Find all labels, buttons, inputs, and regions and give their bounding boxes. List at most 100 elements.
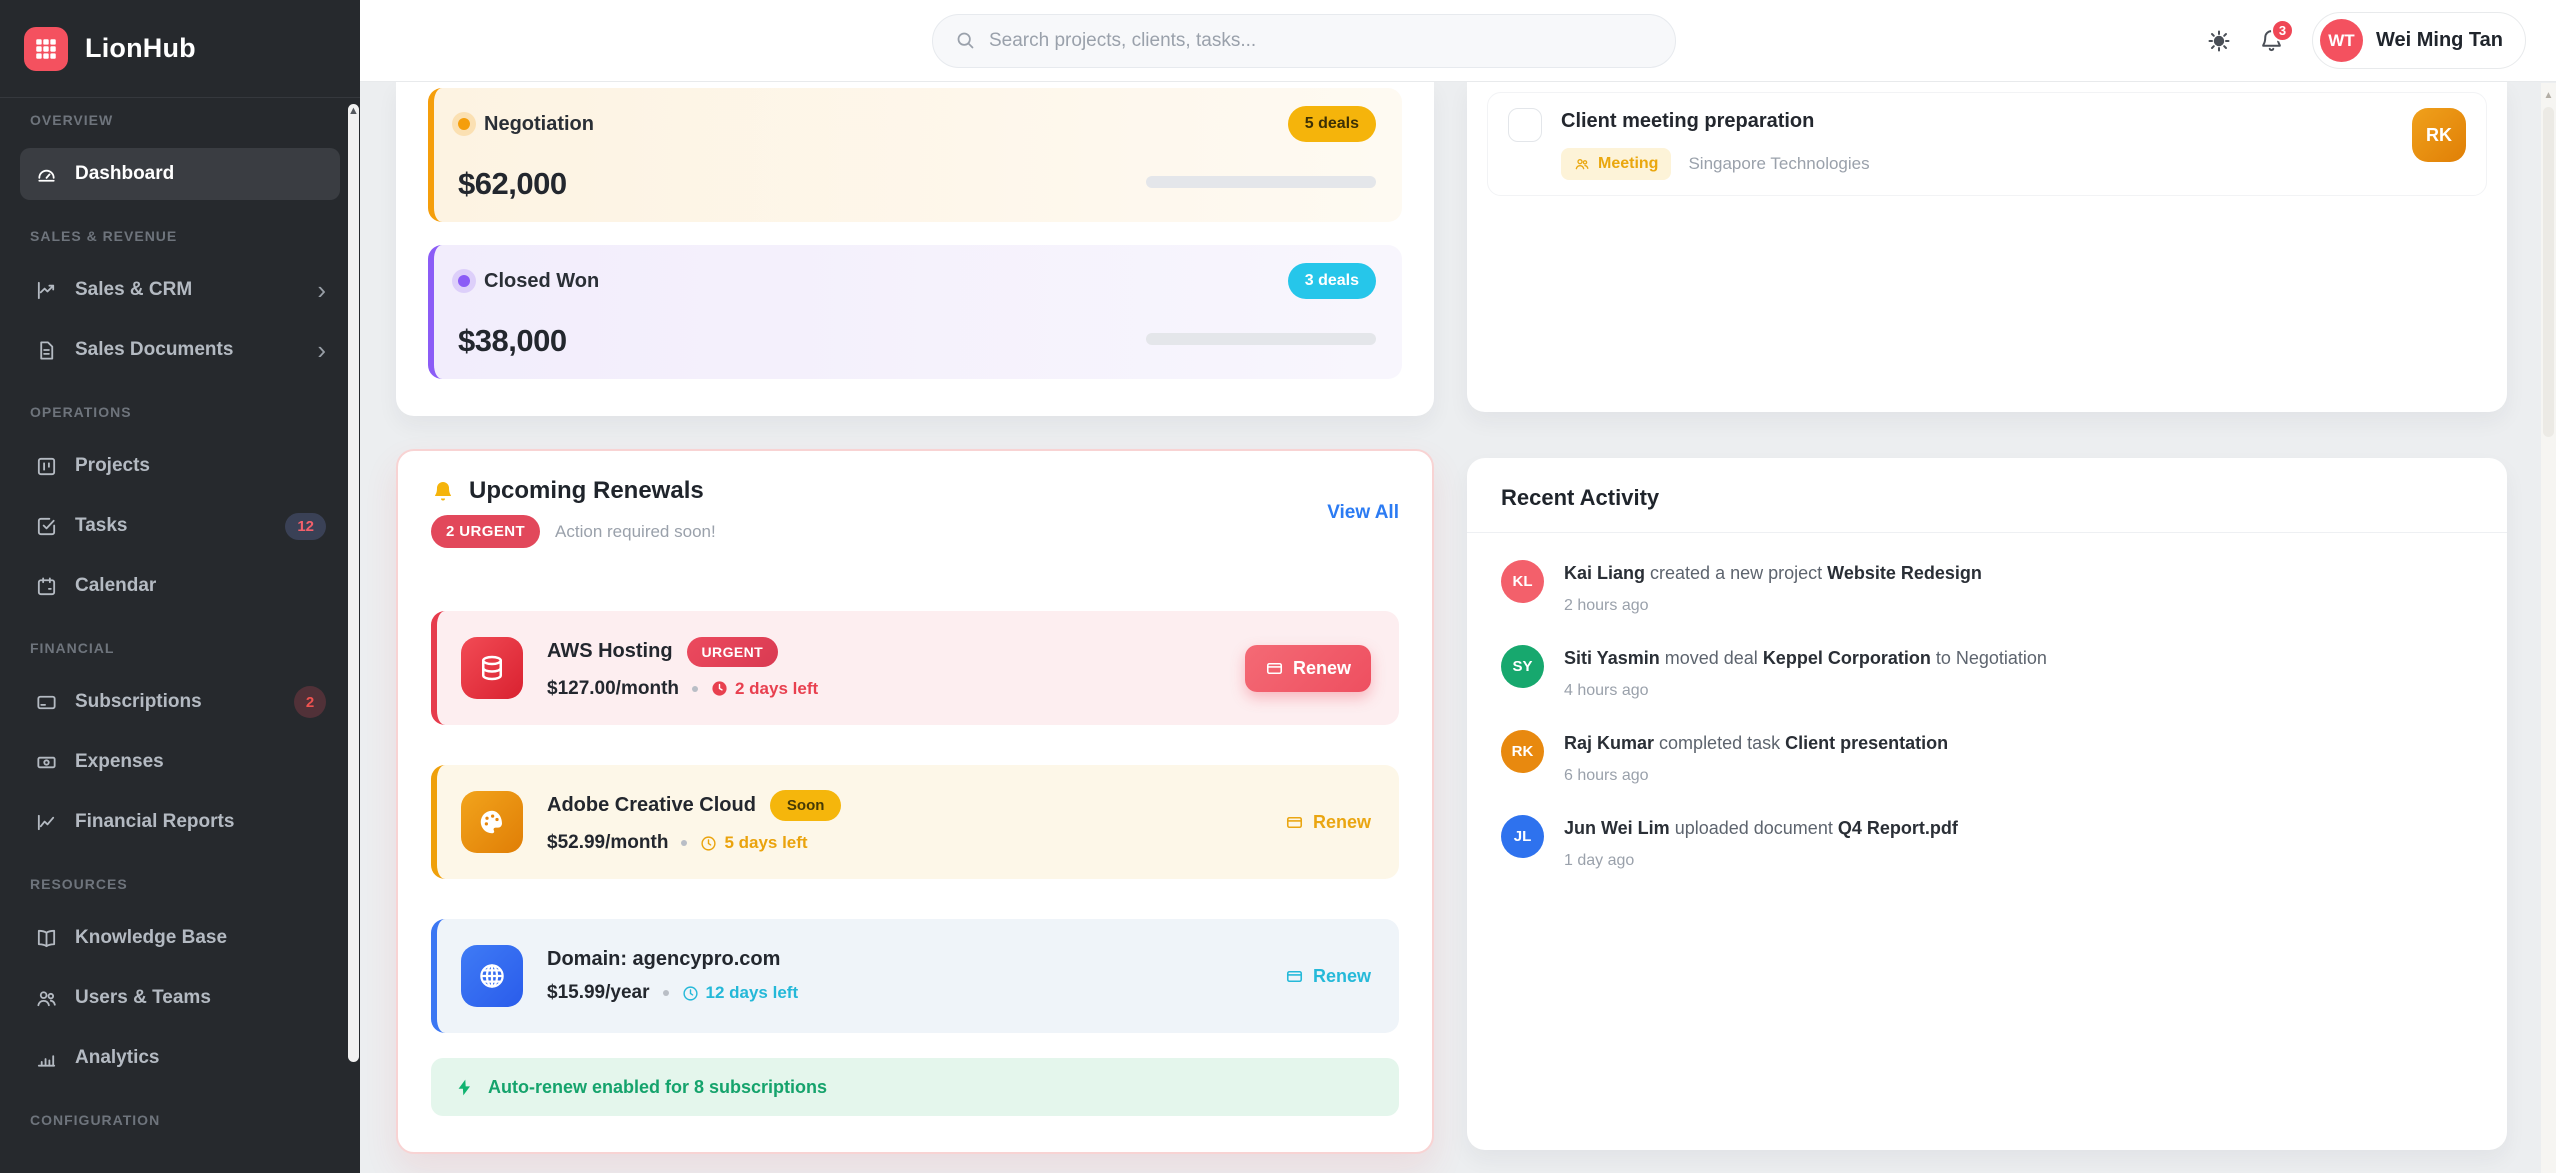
sidebar-scrollbar[interactable] bbox=[348, 104, 359, 1062]
chevron-right-icon: › bbox=[317, 275, 326, 305]
main-area: 3 WT Wei Ming Tan Negotiation 5 deals bbox=[360, 0, 2556, 1173]
sidebar-item-sales-documents[interactable]: Sales Documents › bbox=[20, 324, 340, 376]
stage-progress-bar bbox=[1146, 333, 1376, 345]
sidebar-item-expenses[interactable]: Expenses bbox=[20, 736, 340, 788]
scroll-up-arrow-icon[interactable]: ▲ bbox=[348, 105, 359, 117]
section-label-configuration: CONFIGURATION bbox=[30, 1112, 161, 1128]
renewal-row-adobe: Adobe Creative Cloud Soon $52.99/month bbox=[431, 765, 1399, 879]
chevron-right-icon: › bbox=[317, 335, 326, 365]
stage-dot bbox=[458, 118, 470, 130]
page-scrollbar[interactable]: ▲ bbox=[2541, 83, 2556, 1173]
kanban-icon bbox=[34, 454, 58, 478]
sidebar-item-financial-reports[interactable]: Financial Reports bbox=[20, 796, 340, 848]
user-menu[interactable]: WT Wei Ming Tan bbox=[2311, 12, 2526, 69]
document-icon bbox=[34, 338, 58, 362]
card-icon bbox=[1286, 816, 1302, 828]
bolt-icon bbox=[455, 1078, 474, 1097]
renewal-row-domain: Domain: agencypro.com $15.99/year bbox=[431, 919, 1399, 1033]
renew-link[interactable]: Renew bbox=[1285, 812, 1371, 833]
book-icon bbox=[34, 926, 58, 950]
activity-item: SY Siti Yasmin moved deal Keppel Corpora… bbox=[1501, 645, 2473, 700]
dot-separator bbox=[681, 840, 688, 846]
search-icon bbox=[955, 30, 976, 51]
renewals-subtitle: Action required soon! bbox=[555, 521, 716, 541]
sidebar-item-projects[interactable]: Projects bbox=[20, 440, 340, 492]
section-label-operations: OPERATIONS bbox=[30, 404, 132, 420]
actor-name: Jun Wei Lim bbox=[1564, 818, 1670, 838]
activity-time: 1 day ago bbox=[1564, 852, 1635, 869]
stage-name: Negotiation bbox=[484, 112, 594, 135]
section-label-resources: RESOURCES bbox=[30, 876, 128, 892]
sidebar-item-dashboard[interactable]: Dashboard bbox=[20, 148, 340, 200]
theme-toggle-sun-icon[interactable] bbox=[2207, 29, 2231, 53]
section-label-sales-revenue: SALES & REVENUE bbox=[30, 228, 178, 244]
top-actions: 3 WT Wei Ming Tan bbox=[2207, 12, 2526, 69]
sidebar-item-label: Analytics bbox=[75, 1047, 160, 1068]
brand: LionHub bbox=[0, 0, 360, 98]
auto-renew-text: Auto-renew enabled for 8 subscriptions bbox=[488, 1076, 828, 1097]
pipeline-card: Negotiation 5 deals $62,000 Closed Won 3 bbox=[396, 82, 1434, 416]
bar-chart-icon bbox=[34, 1046, 58, 1070]
card-icon bbox=[1266, 662, 1282, 674]
bell-icon bbox=[431, 479, 455, 503]
pipeline-stage-closed-won[interactable]: Closed Won 3 deals $38,000 bbox=[428, 245, 1402, 379]
stage-amount: $62,000 bbox=[458, 166, 567, 201]
calendar-icon bbox=[34, 574, 58, 598]
deals-count-badge: 3 deals bbox=[1287, 263, 1376, 299]
clock-icon bbox=[682, 985, 698, 1001]
upcoming-renewals-card: Upcoming Renewals 2 URGENT Action requir… bbox=[396, 449, 1434, 1154]
activity-item: JL Jun Wei Lim uploaded document Q4 Repo… bbox=[1501, 815, 2473, 870]
urgent-count-badge: 2 URGENT bbox=[431, 515, 541, 548]
soon-badge: Soon bbox=[769, 790, 842, 821]
task-row[interactable]: Client meeting preparation Meeting Singa… bbox=[1487, 92, 2487, 196]
sidebar-item-calendar[interactable]: Calendar bbox=[20, 560, 340, 612]
sidebar-item-users-teams[interactable]: Users & Teams bbox=[20, 972, 340, 1024]
app-title: LionHub bbox=[85, 33, 196, 63]
sidebar-item-label: Financial Reports bbox=[75, 811, 235, 832]
assignee-avatar: RK bbox=[2412, 108, 2466, 162]
tasks-count-badge: 12 bbox=[285, 512, 326, 540]
sidebar-item-label: Sales Documents bbox=[75, 339, 234, 360]
global-search[interactable] bbox=[932, 13, 1676, 68]
task-check-icon bbox=[34, 514, 58, 538]
line-chart-icon bbox=[34, 810, 58, 834]
renew-button[interactable]: Renew bbox=[1244, 644, 1371, 692]
activity-object: Q4 Report.pdf bbox=[1837, 818, 1958, 838]
task-checkbox[interactable] bbox=[1508, 108, 1542, 142]
sidebar-item-analytics[interactable]: Analytics bbox=[20, 1032, 340, 1084]
auto-renew-banner: Auto-renew enabled for 8 subscriptions bbox=[431, 1058, 1399, 1116]
renew-link[interactable]: Renew bbox=[1285, 966, 1371, 987]
renewals-title: Upcoming Renewals bbox=[469, 477, 704, 504]
scrollbar-thumb[interactable] bbox=[2543, 107, 2554, 437]
activity-object: Website Redesign bbox=[1827, 563, 1982, 583]
sidebar-item-subscriptions[interactable]: Subscriptions 2 bbox=[20, 676, 340, 728]
view-all-link[interactable]: View All bbox=[1327, 501, 1399, 523]
sidebar-item-knowledge-base[interactable]: Knowledge Base bbox=[20, 912, 340, 964]
card-icon bbox=[1286, 970, 1302, 982]
sidebar-item-sales-crm[interactable]: Sales & CRM › bbox=[20, 264, 340, 316]
sidebar-item-label: Tasks bbox=[75, 515, 128, 536]
user-name: Wei Ming Tan bbox=[2375, 29, 2503, 51]
activity-avatar: SY bbox=[1501, 645, 1544, 688]
search-input[interactable] bbox=[989, 29, 1653, 52]
sidebar-item-label: Expenses bbox=[75, 751, 164, 772]
app-logo-grid-icon bbox=[24, 26, 68, 71]
sidebar-item-label: Users & Teams bbox=[75, 987, 211, 1008]
tasks-card: Client meeting preparation Meeting Singa… bbox=[1467, 82, 2507, 412]
activity-time: 4 hours ago bbox=[1564, 682, 1649, 699]
notification-count-badge: 3 bbox=[2270, 19, 2294, 42]
pipeline-stage-negotiation[interactable]: Negotiation 5 deals $62,000 bbox=[428, 88, 1402, 222]
sidebar-item-tasks[interactable]: Tasks 12 bbox=[20, 500, 340, 552]
actor-name: Raj Kumar bbox=[1564, 733, 1655, 753]
task-tag-meeting: Meeting bbox=[1561, 148, 1672, 180]
scroll-up-arrow-icon[interactable]: ▲ bbox=[2543, 90, 2554, 101]
renewal-name: AWS Hosting bbox=[547, 640, 673, 662]
meeting-people-icon bbox=[1575, 159, 1589, 170]
actor-name: Kai Liang bbox=[1564, 563, 1646, 583]
notifications-bell-icon[interactable]: 3 bbox=[2259, 19, 2294, 53]
days-left: 5 days left bbox=[700, 833, 808, 853]
users-icon bbox=[34, 986, 58, 1010]
section-label-financial: FINANCIAL bbox=[30, 640, 115, 656]
recent-activity-card: Recent Activity KL Kai Liang created a n… bbox=[1467, 458, 2507, 1150]
globe-icon bbox=[461, 945, 523, 1007]
